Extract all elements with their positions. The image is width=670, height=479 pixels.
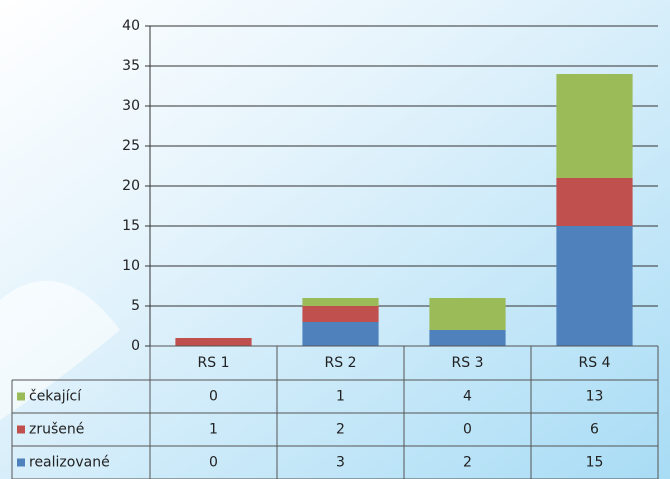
bar-segment — [302, 306, 379, 322]
table-cell: 15 — [586, 455, 604, 471]
table-cell: 1 — [209, 422, 218, 438]
legend-swatch — [17, 392, 25, 401]
y-tick-label: 5 — [131, 298, 140, 314]
legend-swatch — [17, 425, 25, 434]
table-cell: 4 — [463, 389, 472, 405]
table-cell: 0 — [463, 422, 472, 438]
table-cell: 6 — [590, 422, 599, 438]
table-cell: 2 — [463, 455, 472, 471]
x-tick-label: RS 3 — [452, 355, 484, 371]
table-cell: 3 — [336, 455, 345, 471]
bar-segment — [429, 298, 506, 330]
y-tick-label: 25 — [122, 138, 140, 154]
bar-segment — [302, 322, 379, 346]
table-cell: 1 — [336, 389, 345, 405]
bar-segment — [175, 338, 252, 346]
decoration — [0, 280, 120, 420]
table-cell: 2 — [336, 422, 345, 438]
y-tick-label: 10 — [122, 258, 140, 274]
bar-segment — [556, 178, 633, 226]
bar-segment — [556, 226, 633, 346]
bar-segment — [302, 298, 379, 306]
legend-swatch — [17, 458, 25, 467]
y-tick-label: 15 — [122, 218, 140, 234]
legend-label: zrušené — [29, 422, 84, 438]
table-cell: 0 — [209, 389, 218, 405]
table-cell: 0 — [209, 455, 218, 471]
y-tick-label: 40 — [122, 18, 140, 34]
legend-label: realizované — [29, 455, 110, 471]
y-tick-label: 20 — [122, 178, 140, 194]
legend-label: čekající — [29, 389, 82, 405]
x-tick-label: RS 4 — [579, 355, 611, 371]
x-tick-label: RS 1 — [198, 355, 230, 371]
y-tick-label: 35 — [122, 58, 140, 74]
x-tick-label: RS 2 — [325, 355, 357, 371]
bar-segment — [556, 74, 633, 178]
y-tick-label: 0 — [131, 338, 140, 354]
table-cell: 13 — [586, 389, 604, 405]
y-tick-label: 30 — [122, 98, 140, 114]
bar-segment — [429, 330, 506, 346]
